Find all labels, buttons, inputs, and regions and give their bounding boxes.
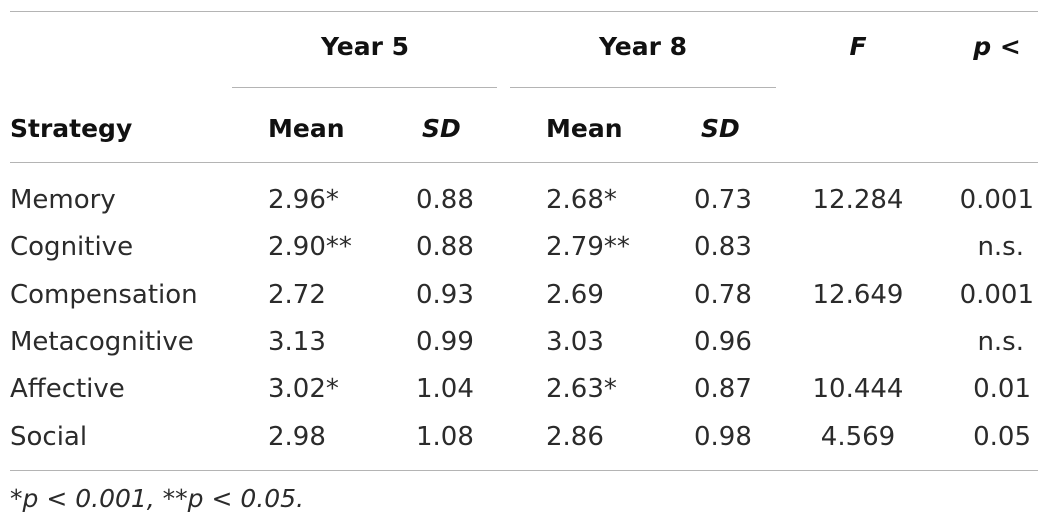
- row-strategy: Social: [10, 422, 88, 452]
- header-year5-mean: Mean: [268, 114, 345, 143]
- row-f-value: 10.444: [812, 374, 904, 404]
- row-year8-sd: 0.98: [694, 422, 752, 452]
- row-year5-mean: 3.02*: [268, 374, 339, 404]
- row-year8-sd: 0.87: [694, 374, 752, 404]
- row-strategy: Affective: [10, 374, 125, 404]
- header-year8-sd: SD: [701, 114, 740, 143]
- header-strategy: Strategy: [10, 114, 133, 143]
- row-strategy: Metacognitive: [10, 327, 194, 357]
- row-f-value: 12.284: [812, 185, 904, 215]
- header-p-value: p <: [973, 32, 1021, 61]
- row-year8-sd: 0.78: [694, 280, 752, 310]
- row-year8-mean: 2.63*: [546, 374, 617, 404]
- row-year8-mean: 2.69: [546, 280, 604, 310]
- header-year8-mean: Mean: [546, 114, 623, 143]
- year8-group-rule: [510, 87, 776, 88]
- row-year5-mean: 2.98: [268, 422, 326, 452]
- row-year5-sd: 0.88: [416, 232, 474, 262]
- row-year8-sd: 0.73: [694, 185, 752, 215]
- row-p-value: 0.001: [959, 185, 1034, 215]
- row-strategy: Compensation: [10, 280, 198, 310]
- row-p-value: 0.01: [973, 374, 1031, 404]
- row-f-value: 12.649: [812, 280, 904, 310]
- row-year8-sd: 0.83: [694, 232, 752, 262]
- row-year5-mean: 3.13: [268, 327, 326, 357]
- row-year5-mean: 2.96*: [268, 185, 339, 215]
- row-year5-mean: 2.90**: [268, 232, 352, 262]
- table-bottom-rule: [10, 470, 1038, 471]
- header-f-statistic: F: [849, 32, 867, 61]
- row-p-value: n.s.: [977, 327, 1024, 357]
- row-year8-mean: 2.68*: [546, 185, 617, 215]
- row-strategy: Cognitive: [10, 232, 134, 262]
- header-year5: Year 5: [320, 32, 410, 61]
- header-bottom-rule: [10, 162, 1038, 163]
- header-year5-sd: SD: [422, 114, 461, 143]
- top-rule: [10, 11, 1038, 12]
- row-year5-sd: 1.08: [416, 422, 474, 452]
- year5-group-rule: [232, 87, 497, 88]
- row-year5-sd: 0.88: [416, 185, 474, 215]
- row-year5-mean: 2.72: [268, 280, 326, 310]
- row-p-value: 0.05: [973, 422, 1031, 452]
- header-year8: Year 8: [598, 32, 688, 61]
- row-f-value: 4.569: [820, 422, 896, 452]
- row-p-value: 0.001: [959, 280, 1034, 310]
- row-year8-mean: 3.03: [546, 327, 604, 357]
- table-footnote: *p < 0.001, **p < 0.05.: [10, 484, 304, 513]
- row-year5-sd: 1.04: [416, 374, 474, 404]
- row-p-value: n.s.: [977, 232, 1024, 262]
- row-year8-mean: 2.86: [546, 422, 604, 452]
- row-strategy: Memory: [10, 185, 116, 215]
- row-year8-mean: 2.79**: [546, 232, 630, 262]
- row-year8-sd: 0.96: [694, 327, 752, 357]
- row-year5-sd: 0.99: [416, 327, 474, 357]
- row-year5-sd: 0.93: [416, 280, 474, 310]
